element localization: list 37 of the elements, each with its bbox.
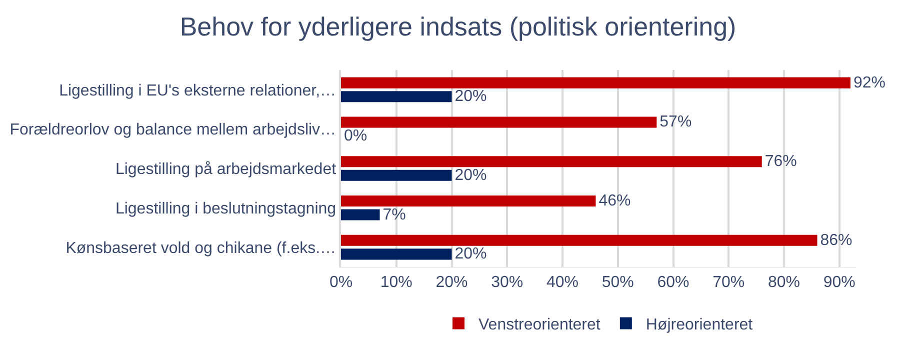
x-tick-label: 30% — [491, 274, 524, 292]
data-label: 92% — [853, 74, 886, 92]
x-tick-label: 10% — [380, 274, 412, 292]
y-tick-label: Forældreorlov og balance mellem arbejdsliv… — [10, 122, 336, 139]
y-tick-label: Kønsbaseret vold og chikane (f.eks.… — [66, 240, 336, 257]
bar — [341, 77, 850, 88]
bar — [341, 195, 596, 207]
data-label: 86% — [820, 232, 852, 249]
x-tick-label: 50% — [602, 274, 634, 292]
y-tick-label: Ligestilling i beslutningstagning — [115, 200, 336, 218]
data-label: 20% — [454, 246, 487, 263]
y-tick-label: Ligestilling på arbejdsmarkedet — [115, 161, 337, 178]
data-label: 20% — [454, 88, 487, 106]
data-label: 57% — [660, 114, 692, 131]
x-tick-label: 90% — [823, 274, 856, 292]
x-tick-label: 0% — [329, 274, 353, 292]
data-label: 0% — [344, 127, 368, 144]
bar — [341, 234, 818, 246]
legend-label: Højreorienteret — [646, 316, 754, 334]
x-tick-label: 40% — [546, 274, 579, 292]
bar — [341, 209, 380, 220]
bar — [341, 156, 762, 168]
x-tick-label: 70% — [712, 274, 745, 292]
y-tick-label: Ligestilling i EU's eksterne relationer,… — [59, 82, 336, 100]
bar — [341, 248, 452, 260]
bar — [341, 170, 452, 181]
data-label: 76% — [764, 153, 797, 170]
legend-label: Venstreorienteret — [478, 316, 601, 334]
bar — [341, 91, 452, 102]
x-tick-label: 80% — [768, 274, 800, 292]
data-label: 7% — [382, 206, 406, 224]
data-label: 46% — [598, 192, 631, 210]
x-tick-label: 60% — [657, 274, 690, 292]
x-tick-label: 20% — [436, 274, 468, 292]
data-label: 20% — [454, 166, 487, 184]
bar — [341, 116, 657, 128]
chart-title: Behov for yderligere indsats (politisk orientering) — [180, 12, 736, 42]
